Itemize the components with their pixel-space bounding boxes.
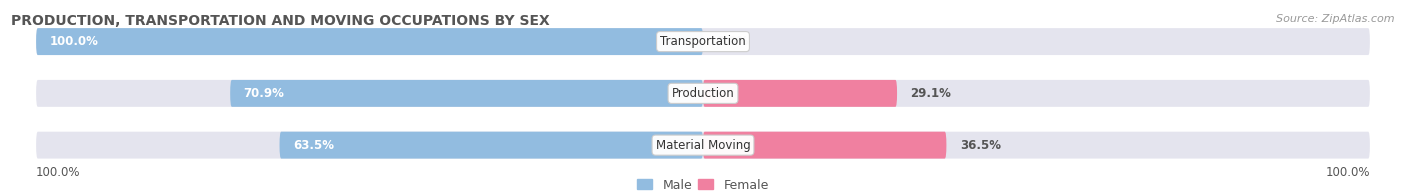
FancyBboxPatch shape — [703, 132, 946, 159]
Text: 100.0%: 100.0% — [37, 166, 80, 179]
FancyBboxPatch shape — [37, 80, 1369, 107]
Legend: Male, Female: Male, Female — [633, 173, 773, 196]
FancyBboxPatch shape — [280, 132, 703, 159]
FancyBboxPatch shape — [703, 80, 897, 107]
Text: PRODUCTION, TRANSPORTATION AND MOVING OCCUPATIONS BY SEX: PRODUCTION, TRANSPORTATION AND MOVING OC… — [11, 14, 550, 28]
FancyBboxPatch shape — [37, 28, 703, 55]
Text: 63.5%: 63.5% — [292, 139, 333, 152]
Text: 0.0%: 0.0% — [716, 35, 749, 48]
Text: 36.5%: 36.5% — [960, 139, 1001, 152]
Text: Material Moving: Material Moving — [655, 139, 751, 152]
FancyBboxPatch shape — [37, 132, 1369, 159]
FancyBboxPatch shape — [37, 28, 1369, 55]
Text: Source: ZipAtlas.com: Source: ZipAtlas.com — [1277, 14, 1395, 24]
Text: Production: Production — [672, 87, 734, 100]
Text: 100.0%: 100.0% — [49, 35, 98, 48]
Text: Transportation: Transportation — [661, 35, 745, 48]
Text: 100.0%: 100.0% — [1326, 166, 1369, 179]
FancyBboxPatch shape — [231, 80, 703, 107]
Text: 29.1%: 29.1% — [911, 87, 952, 100]
Text: 70.9%: 70.9% — [243, 87, 284, 100]
